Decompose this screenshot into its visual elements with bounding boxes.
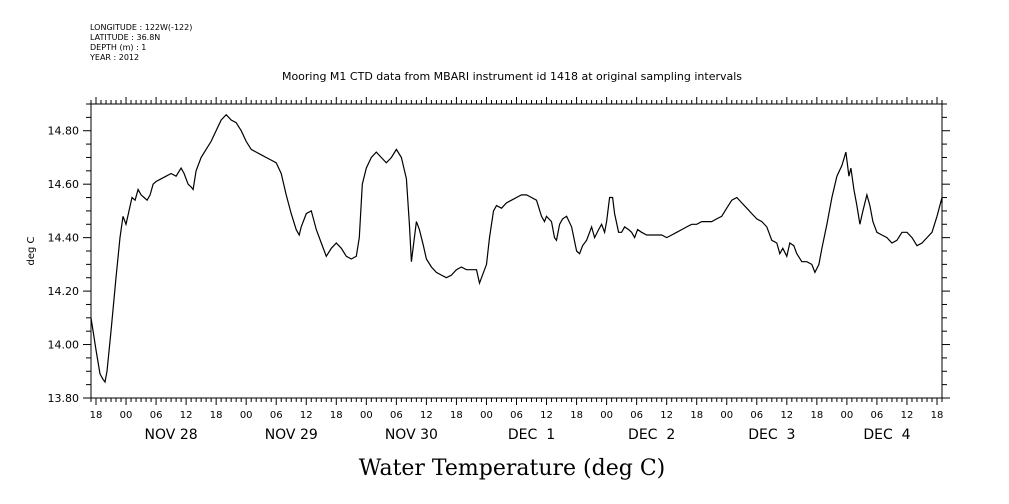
axis-ticks [83,97,950,405]
x-hour-label: 06 [871,410,884,421]
x-hour-label: 00 [360,410,373,421]
x-hour-label: 06 [630,410,643,421]
x-hour-label: 18 [330,410,343,421]
meta-depth: DEPTH (m) : 1 [90,43,146,52]
x-axis-label: Water Temperature (deg C) [359,456,666,481]
x-hour-label: 12 [901,410,914,421]
y-tick-label: 14.80 [48,125,80,138]
x-hour-label: 06 [750,410,763,421]
x-hour-label: 12 [300,410,313,421]
x-tick-labels: 18 00 06 12 18 00 06 12 18 00 06 12 18 00 06 12 18 00 06 12… [90,410,944,443]
x-hour-label: 12 [420,410,433,421]
y-tick-labels: 13.80 14.00 14.20 14.40 14.60 14.80 [48,125,80,405]
plot-frame [90,103,943,399]
y-tick-label: 14.40 [48,232,80,245]
y-tick-label: 14.60 [48,178,80,191]
meta-year: YEAR : 2012 [89,53,139,62]
x-hour-label: 06 [150,410,163,421]
x-hour-label: 06 [510,410,523,421]
x-hour-label: 00 [841,410,854,421]
x-hour-label: 18 [90,410,103,421]
x-hour-label: 06 [390,410,403,421]
x-day-label: DEC 2 [628,427,675,443]
x-hour-label: 12 [780,410,793,421]
x-hour-label: 00 [240,410,253,421]
x-hour-label: 00 [120,410,133,421]
y-axis-label: deg C [26,236,37,265]
x-hour-label: 18 [210,410,223,421]
x-day-label: NOV 29 [265,427,318,443]
y-tick-label: 13.80 [48,392,80,405]
x-hour-label: 00 [720,410,733,421]
x-day-label: NOV 28 [145,427,198,443]
x-hour-label: 18 [931,410,944,421]
x-day-label: DEC 4 [863,427,910,443]
chart-title: Mooring M1 CTD data from MBARI instrumen… [282,70,742,83]
x-day-label: NOV 30 [385,427,438,443]
x-hour-label: 18 [810,410,823,421]
x-hour-label: 18 [570,410,583,421]
x-hour-label: 12 [540,410,553,421]
x-day-label: DEC 1 [508,427,555,443]
y-tick-label: 14.00 [48,339,80,352]
y-tick-label: 14.20 [48,285,80,298]
x-hour-label: 00 [480,410,493,421]
x-hour-label: 18 [450,410,463,421]
x-hour-label: 06 [270,410,283,421]
meta-longitude: LONGITUDE : 122W(-122) [90,23,192,32]
x-hour-label: 12 [180,410,193,421]
x-hour-label: 12 [660,410,673,421]
x-hour-label: 00 [600,410,613,421]
metadata-block: LONGITUDE : 122W(-122) LATITUDE : 36.8N … [89,23,192,62]
series-line-water-temperature [90,113,943,384]
x-day-label: DEC 3 [748,427,795,443]
x-hour-label: 18 [690,410,703,421]
meta-latitude: LATITUDE : 36.8N [90,33,160,42]
